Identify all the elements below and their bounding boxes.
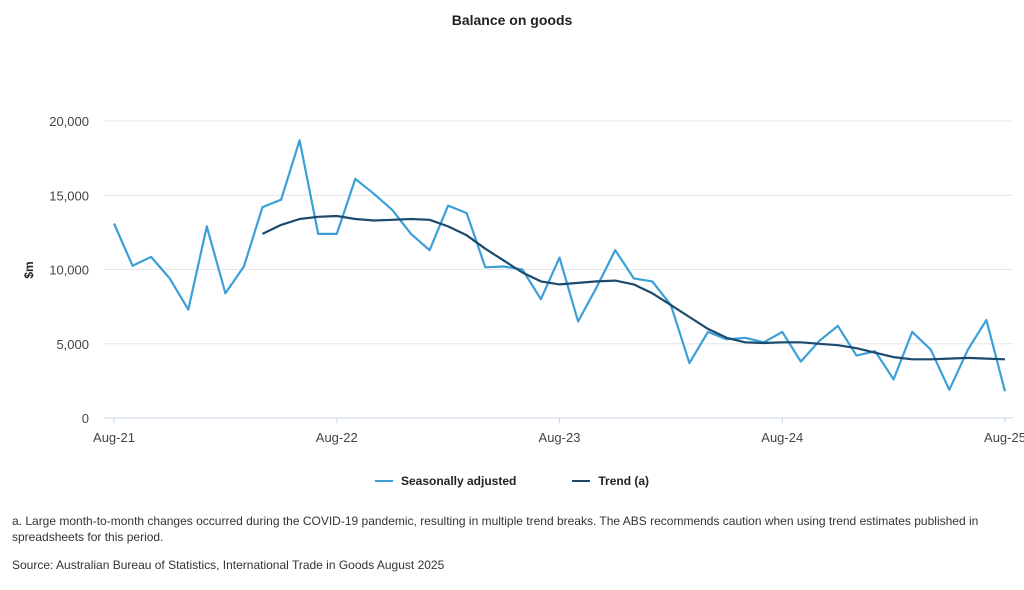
x-tick-label: Aug-24: [761, 430, 803, 445]
y-axis-label: $m: [22, 261, 36, 278]
y-tick-label: 20,000: [49, 114, 89, 129]
y-tick-label: 0: [82, 411, 89, 426]
legend-item-trend[interactable]: Trend (a): [572, 474, 649, 488]
y-tick-label: 5,000: [56, 337, 89, 352]
footnote: a. Large month-to-month changes occurred…: [12, 514, 979, 544]
source-note: Source: Australian Bureau of Statistics,…: [12, 558, 445, 572]
x-tick-label: Aug-23: [539, 430, 581, 445]
legend: Seasonally adjusted Trend (a): [0, 474, 1024, 488]
legend-label: Seasonally adjusted: [400, 474, 517, 488]
y-tick-label: 15,000: [49, 188, 89, 203]
series-line-trend: [262, 214, 1006, 361]
y-tick-label: 10,000: [49, 263, 89, 278]
legend-swatch: [572, 480, 591, 482]
legend-swatch: [374, 480, 393, 482]
legend-item-seasonally-adjusted[interactable]: Seasonally adjusted: [374, 474, 517, 488]
x-tick-label: Aug-25: [984, 430, 1024, 445]
series-line-seasonally-adjusted: [112, 139, 1007, 392]
line-chart: 0 5,000 10,000 15,000 20,000 $m Aug-21 Aug-22 Au…: [22, 114, 1024, 445]
x-tick-label: Aug-21: [93, 430, 135, 445]
chart-title: Balance on goods: [451, 12, 573, 28]
legend-label: Trend (a): [598, 474, 650, 488]
x-tick-label: Aug-22: [316, 430, 358, 445]
